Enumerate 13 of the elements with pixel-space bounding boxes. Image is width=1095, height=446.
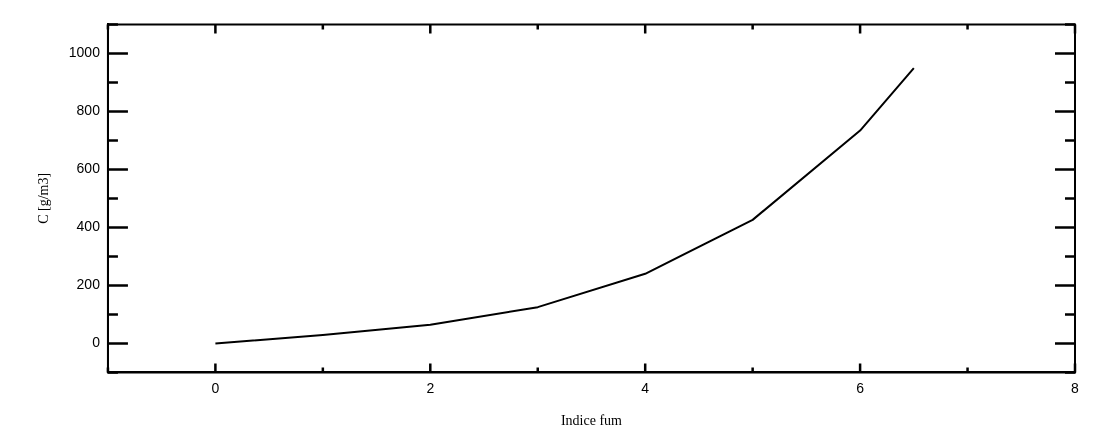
y-tick-label: 0	[92, 334, 101, 351]
y-tick-label: 600	[76, 160, 101, 177]
x-tick-label: 6	[856, 379, 865, 396]
y-tick-label: 1000	[68, 44, 101, 61]
x-axis-title: Indice fum	[560, 413, 623, 429]
y-tick-label: 200	[76, 276, 101, 293]
x-tick-label: 8	[1071, 379, 1080, 396]
x-tick-label: 2	[426, 379, 435, 396]
y-tick-label: 400	[76, 218, 101, 235]
x-tick-label: 4	[641, 379, 650, 396]
y-axis-title: C [g/m3]	[36, 172, 52, 224]
x-tick-label: 0	[211, 379, 220, 396]
y-tick-label: 800	[76, 102, 101, 119]
